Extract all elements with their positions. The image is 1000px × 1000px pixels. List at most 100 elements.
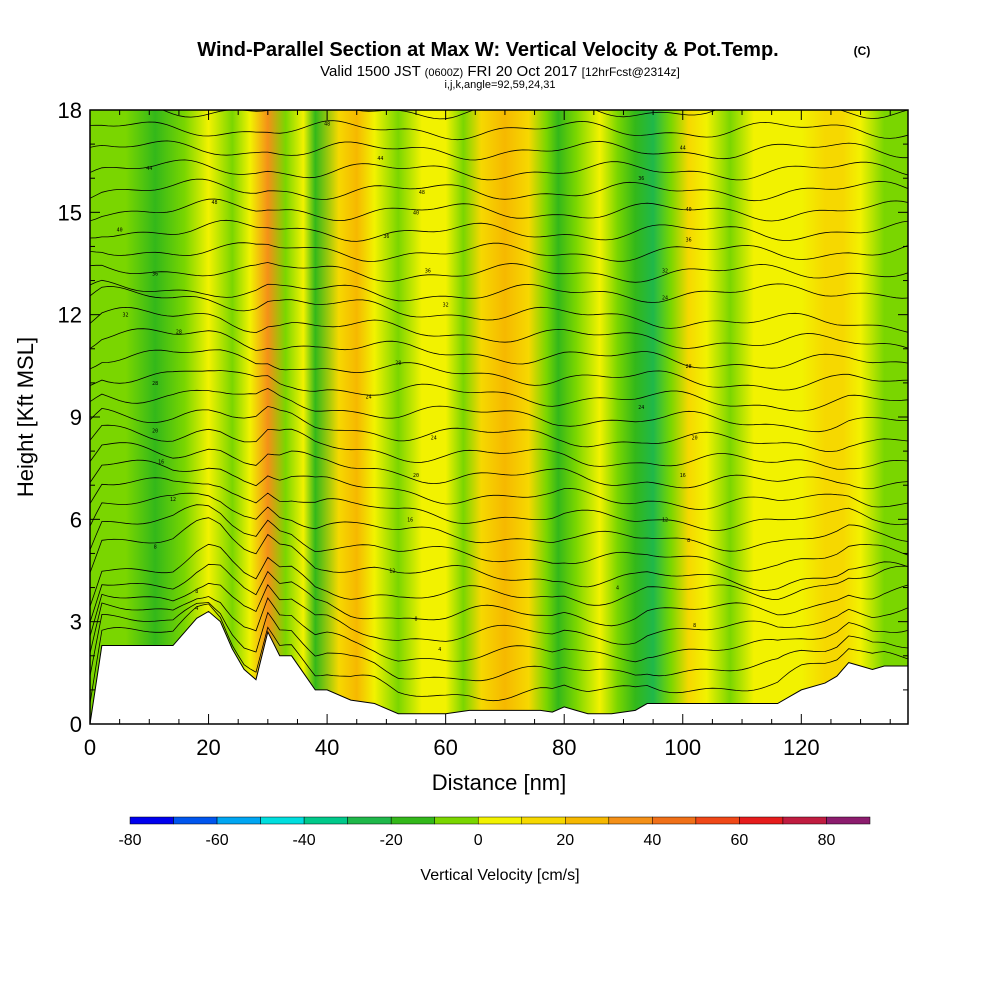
colorbar: -80 -60 -40 -20 0 20 40 60 80 xyxy=(118,816,871,849)
x-tick-label: 0 xyxy=(84,735,96,760)
contour-label: 40 xyxy=(413,210,419,216)
y-tick-label: 0 xyxy=(70,712,82,737)
theta-contour-line xyxy=(90,388,908,433)
theta-contour-line xyxy=(90,159,908,181)
contour-label: 8 xyxy=(195,589,198,595)
contour-label: 24 xyxy=(638,405,644,411)
x-tick-label: 120 xyxy=(783,735,820,760)
colorbar-swatch xyxy=(303,816,348,825)
y-tick-label: 18 xyxy=(58,98,82,123)
contour-label: 48 xyxy=(324,122,330,128)
contour-label: 4 xyxy=(195,606,198,612)
theta-contour-line xyxy=(90,219,908,242)
contour-label: 40 xyxy=(117,227,123,233)
colorbar-swatch xyxy=(608,816,653,825)
valid-date: FRI 20 Oct 2017 xyxy=(467,63,577,80)
contour-label: 44 xyxy=(146,166,152,172)
colorbar-swatch xyxy=(652,816,697,825)
chart-title: Wind-Parallel Section at Max W: Vertical… xyxy=(197,39,778,61)
theta-contour-line xyxy=(90,262,908,283)
colorbar-swatch xyxy=(129,816,174,825)
theta-contour-line xyxy=(90,504,908,572)
contour-label: 8 xyxy=(154,545,157,551)
contour-label: 12 xyxy=(170,497,176,503)
theta-contour-line xyxy=(90,120,908,141)
colorbar-swatch xyxy=(521,816,566,825)
theta-contour-line xyxy=(90,543,908,607)
contour-label: 36 xyxy=(152,272,158,278)
colorbar-swatch xyxy=(739,816,784,825)
contour-label: 16 xyxy=(158,459,164,465)
contour-label: 40 xyxy=(686,207,692,213)
chart-subtitle: Valid 1500 JST (0600Z) FRI 20 Oct 2017 [… xyxy=(320,63,680,80)
colorbar-tick-label: 20 xyxy=(556,832,574,849)
theta-contour-line xyxy=(90,477,908,531)
colorbar-swatch xyxy=(782,816,827,825)
colorbar-tick-label: 60 xyxy=(731,832,749,849)
theta-contour-line xyxy=(90,198,908,222)
vertical-velocity-field xyxy=(90,110,908,724)
grid-index-info: i,j,k,angle=92,59,24,31 xyxy=(444,79,555,91)
theta-contour-line xyxy=(90,349,908,391)
potential-temperature-contours xyxy=(90,110,908,704)
theta-contour-line xyxy=(90,596,908,663)
contour-label: 32 xyxy=(662,268,668,274)
contour-label: 12 xyxy=(389,569,395,575)
terrain-mask xyxy=(90,610,908,724)
colorbar-swatch xyxy=(826,816,871,825)
colorbar-swatch xyxy=(565,816,610,825)
x-tick-label: 100 xyxy=(664,735,701,760)
contour-label: 28 xyxy=(176,330,182,336)
forecast-info: [12hrFcst@2314z] xyxy=(582,65,680,79)
theta-contour-line xyxy=(90,286,908,333)
contour-label: 8 xyxy=(415,616,418,622)
contour-label: 36 xyxy=(425,268,431,274)
contour-label: 48 xyxy=(419,190,425,196)
colorbar-tick-label: -20 xyxy=(380,832,403,849)
title-mark: (C) xyxy=(854,44,871,58)
y-tick-label: 6 xyxy=(70,507,82,532)
contour-label: 24 xyxy=(366,395,372,401)
contour-label: 16 xyxy=(680,473,686,479)
contour-label: 12 xyxy=(662,517,668,523)
contour-label: 4 xyxy=(438,647,441,653)
contour-label: 28 xyxy=(152,381,158,387)
contour-label: 24 xyxy=(662,296,668,302)
contour-label: 16 xyxy=(407,517,413,523)
colorbar-swatch xyxy=(347,816,392,825)
x-tick-label: 60 xyxy=(433,735,457,760)
colorbar-tick-label: 40 xyxy=(643,832,661,849)
theta-contour-line xyxy=(90,563,908,627)
colorbar-label: Vertical Velocity [cm/s] xyxy=(420,867,579,884)
contour-label: 20 xyxy=(413,473,419,479)
contour-label: 36 xyxy=(638,176,644,182)
y-axis-label: Height [Kft MSL] xyxy=(13,337,38,497)
contour-label: 8 xyxy=(687,538,690,544)
contour-label: 36 xyxy=(383,234,389,240)
contour-label: 20 xyxy=(692,435,698,441)
theta-contour-line xyxy=(90,405,908,452)
theta-contour-line xyxy=(90,370,908,412)
y-tick-label: 9 xyxy=(70,405,82,430)
chart-header: Wind-Parallel Section at Max W: Vertical… xyxy=(197,39,870,91)
colorbar-tick-label: 0 xyxy=(474,832,483,849)
contour-label: 44 xyxy=(680,146,686,152)
colorbar-swatch xyxy=(477,816,523,825)
x-axis-label: Distance [nm] xyxy=(432,770,567,795)
valid-utc: (0600Z) xyxy=(425,67,464,79)
x-tick-label: 40 xyxy=(315,735,339,760)
theta-contour-line xyxy=(90,517,908,591)
contour-label: 4 xyxy=(616,586,619,592)
contour-label: 20 xyxy=(152,429,158,435)
contour-label: 44 xyxy=(377,156,383,162)
colorbar-swatch xyxy=(390,816,435,825)
contour-label: 8 xyxy=(693,623,696,629)
colorbar-swatch xyxy=(173,816,218,825)
y-tick-label: 15 xyxy=(58,200,82,225)
contour-label: 36 xyxy=(686,238,692,244)
y-tick-label: 3 xyxy=(70,610,82,635)
valid-time: Valid 1500 JST xyxy=(320,63,420,80)
contour-label: 48 xyxy=(211,200,217,206)
